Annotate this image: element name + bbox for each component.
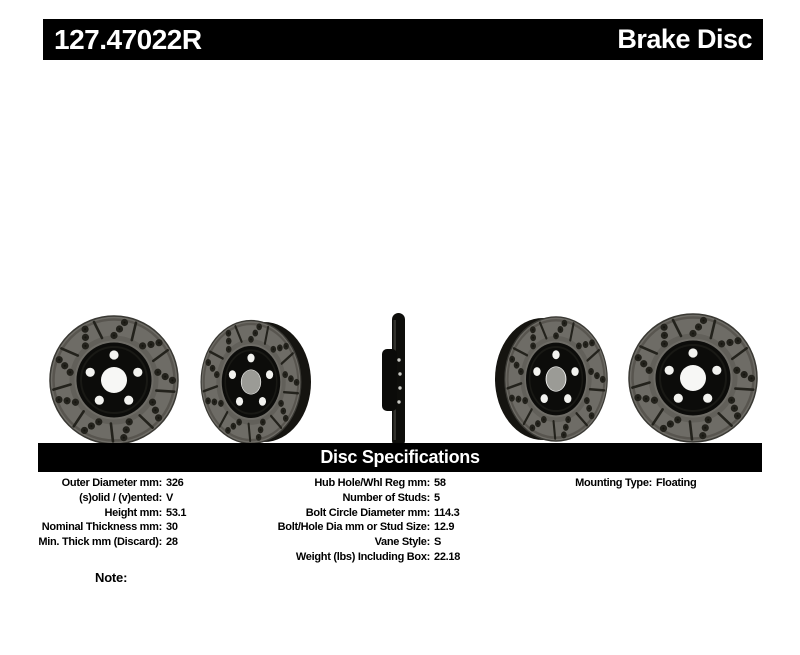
spec-label: Bolt/Hole Dia mm or Stud Size:	[277, 521, 431, 534]
spec-column-dimensions: Outer Diameter mm: 326 (s)olid / (v)ente…	[28, 476, 186, 549]
spec-value: 114.3	[434, 506, 460, 519]
brake-disc-front-view-image	[44, 310, 184, 450]
spec-label: Weight (lbs) Including Box:	[295, 550, 430, 563]
spec-row-bolt-hole-dia: Bolt/Hole Dia mm or Stud Size: 12.9	[272, 520, 460, 535]
spec-value: Floating	[656, 477, 697, 490]
spec-label: Outer Diameter mm:	[61, 477, 163, 490]
spec-row-solid-vented: (s)olid / (v)ented: V	[28, 491, 186, 506]
spec-row-mounting-type: Mounting Type: Floating	[560, 476, 697, 491]
spec-value: S	[434, 536, 442, 549]
spec-row-vane-style: Vane Style: S	[272, 535, 460, 550]
spec-value: 12.9	[434, 521, 455, 534]
spec-label: Mounting Type:	[575, 477, 652, 490]
spec-label: Bolt Circle Diameter mm:	[305, 506, 431, 519]
spec-value: 5	[434, 492, 440, 505]
spec-label: (s)olid / (v)ented:	[79, 492, 162, 505]
spec-label: Number of Studs:	[342, 492, 431, 505]
spec-value: 326	[166, 477, 184, 490]
part-number: 127.47022R	[54, 23, 202, 55]
spec-label: Height mm:	[104, 506, 162, 519]
spec-value: V	[166, 492, 174, 505]
spec-row-outer-diameter: Outer Diameter mm: 326	[28, 476, 186, 491]
spec-row-nominal-thickness: Nominal Thickness mm: 30	[28, 520, 186, 535]
brake-disc-side-profile-image	[382, 313, 405, 447]
brake-disc-angled-right-view-image	[495, 308, 614, 450]
spec-section-title: Disc Specifications	[320, 447, 480, 467]
note-label: Note:	[95, 570, 128, 585]
spec-value: 30	[166, 521, 178, 534]
brake-disc-front-view-image	[623, 308, 763, 448]
spec-label: Vane Style:	[374, 536, 431, 549]
spec-row-min-thickness: Min. Thick mm (Discard): 28	[28, 535, 186, 550]
brake-disc-angled-left-view-image	[195, 311, 311, 453]
spec-value: 28	[166, 536, 178, 549]
spec-section-banner: Disc Specifications	[38, 443, 762, 472]
spec-column-mounting: Mounting Type: Floating	[560, 476, 697, 491]
spec-row-height: Height mm: 53.1	[28, 505, 186, 520]
spec-row-hub-hole: Hub Hole/Whl Reg mm: 58	[272, 476, 460, 491]
spec-value: 22.18	[434, 550, 461, 563]
spec-row-number-of-studs: Number of Studs: 5	[272, 491, 460, 506]
spec-value: 53.1	[166, 506, 187, 519]
spec-column-hub-studs: Hub Hole/Whl Reg mm: 58 Number of Studs:…	[272, 476, 461, 564]
spec-value: 58	[434, 477, 446, 490]
header-bar: 127.47022R Brake Disc	[43, 19, 763, 60]
spec-row-weight: Weight (lbs) Including Box: 22.18	[272, 549, 460, 564]
spec-label: Min. Thick mm (Discard):	[38, 536, 162, 549]
spec-label: Nominal Thickness mm:	[41, 521, 163, 534]
product-title: Brake Disc	[617, 24, 752, 54]
spec-row-bolt-circle-diameter: Bolt Circle Diameter mm: 114.3	[272, 505, 460, 520]
spec-label: Hub Hole/Whl Reg mm:	[314, 477, 430, 490]
